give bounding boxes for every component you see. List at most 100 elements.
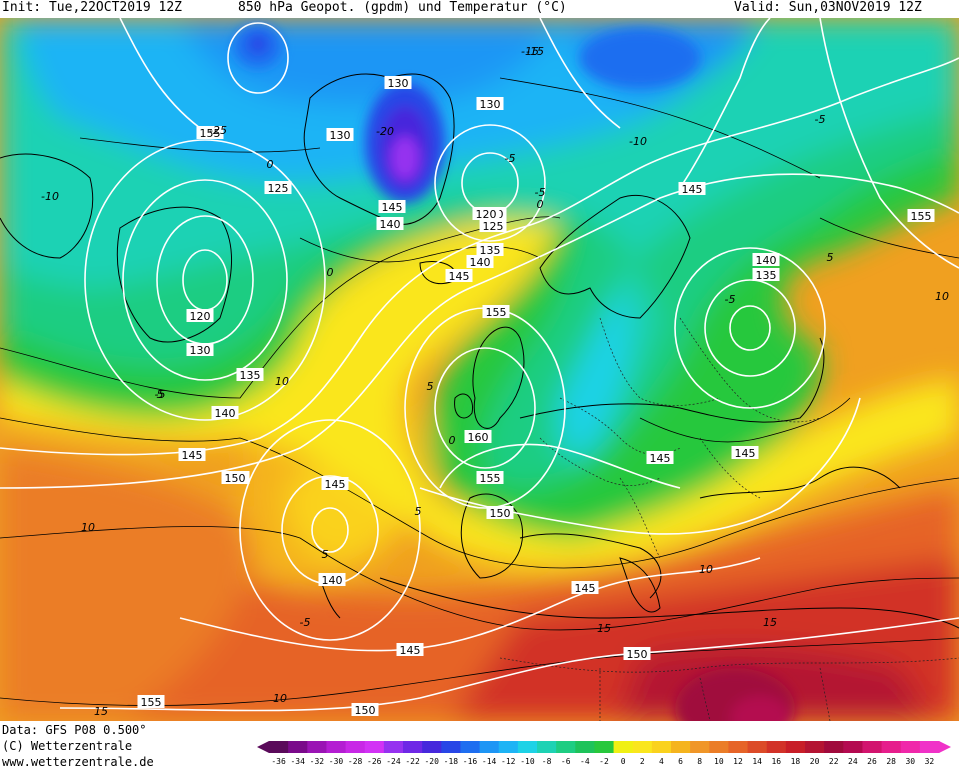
colorbar-tick-label: 4: [659, 757, 664, 766]
geopotential-label: 120: [472, 207, 500, 221]
colorbar-cell: [594, 741, 615, 753]
colorbar-tick-label: -34: [290, 757, 305, 766]
geopotential-label: 150: [623, 647, 651, 661]
colorbar-tick-label: -22: [405, 757, 420, 766]
coastlines: [0, 73, 959, 629]
geopotential-label-text: 130: [388, 77, 409, 90]
geopotential-label-text: 120: [476, 208, 497, 221]
temperature-shading: [0, 18, 959, 721]
temperature-label: -5: [815, 113, 826, 126]
colorbar-cell: [556, 741, 576, 753]
temperature-label: 5: [427, 380, 434, 393]
colorbar-cell: [881, 741, 902, 753]
geopotential-label: 145: [396, 643, 424, 657]
init-time-label: Init: Tue,22OCT2019 12Z: [2, 0, 183, 15]
colorbar-tick-label: -24: [386, 757, 401, 766]
temperature-label: -25: [209, 124, 227, 137]
colorbar-cell: [517, 741, 538, 753]
colorbar-tick-label: 10: [714, 757, 724, 766]
geopotential-label-text: 150: [490, 507, 511, 520]
cold-cores: [234, 24, 795, 721]
geopotential-label-text: 155: [200, 127, 221, 140]
colorbar-min-arrow: [257, 741, 269, 753]
geopotential-label: 155: [907, 209, 935, 223]
geopotential-label: 130: [384, 76, 412, 90]
geopotential-label: 130: [476, 97, 504, 111]
temperature-label: -5: [155, 388, 166, 401]
colorbar-cell: [269, 741, 289, 753]
colorbar-cell: [613, 741, 634, 753]
geopotential-label: 140: [752, 253, 780, 267]
colorbar-max-arrow: [939, 741, 951, 753]
geopotential-label-text: 130: [480, 98, 501, 111]
colorbar: -36 -34 -32 -30 -28 -26 -24 -22 -20 -18 -16 -14 -12-…: [257, 741, 951, 766]
colorbar-tick-label: 18: [791, 757, 801, 766]
geopotential-label-text: 130: [330, 129, 351, 142]
temperature-label: -15: [526, 45, 544, 58]
temperature-label: 15: [94, 705, 108, 718]
colorbar-tick-label: -6: [561, 757, 571, 766]
geopotential-label-text: 145: [325, 478, 346, 491]
geopotential-label-text: 145: [449, 270, 470, 283]
geopotential-label: 150: [486, 506, 514, 520]
geopotential-label-text: 150: [627, 648, 648, 661]
colorbar-cell: [824, 741, 844, 753]
temperature-label: 15: [597, 622, 611, 635]
colorbar-cell: [403, 741, 423, 753]
geopotential-label-text: 155: [486, 306, 507, 319]
colorbar-cell: [728, 741, 749, 753]
colorbar-tick-label: 20: [810, 757, 820, 766]
temperature-label: -5: [505, 152, 516, 165]
geopotential-label-text: 140: [470, 256, 491, 269]
temperature-label: 0: [537, 198, 544, 211]
geopotential-label-text: 145: [382, 201, 403, 214]
colorbar-tick-label: -10: [520, 757, 535, 766]
colorbar-tick-label: 8: [697, 757, 702, 766]
colorbar-tick-label: 28: [886, 757, 896, 766]
colorbar-cell: [537, 741, 557, 753]
geopotential-label: 145: [646, 451, 674, 465]
geopotential-label-text: 145: [575, 582, 596, 595]
colorbar-tick-label: 16: [771, 757, 781, 766]
map-title: 850 hPa Geopot. (gpdm) und Temperatur (°…: [238, 0, 567, 15]
geopotential-label: 145: [321, 477, 349, 491]
temperature-label: 10: [275, 375, 289, 388]
colorbar-cell: [441, 741, 461, 753]
temperature-label: -10: [629, 135, 647, 148]
colorbar-cell: [900, 741, 921, 753]
colorbar-tick-label: -14: [482, 757, 497, 766]
colorbar-tick-label: -4: [580, 757, 590, 766]
geopotential-label: 145: [378, 200, 406, 214]
colorbar-cell: [785, 741, 806, 753]
geopotential-label: 140: [211, 406, 239, 420]
geopotential-labels: 1201251301351401451501551201251301351401…: [137, 76, 935, 717]
temperature-label: 5: [322, 548, 329, 561]
geopotential-label-text: 140: [215, 407, 236, 420]
geopotential-label: 155: [476, 471, 504, 485]
colorbar-cell: [690, 741, 710, 753]
colorbar-cell: [919, 741, 940, 753]
temperature-label: 5: [827, 251, 834, 264]
geopotential-label-text: 140: [322, 574, 343, 587]
copyright-label: (C) Wetterzentrale: [2, 739, 133, 753]
geopotential-label-text: 125: [483, 220, 504, 233]
geopotential-label-text: 155: [141, 696, 162, 709]
colorbar-tick-label: 14: [752, 757, 762, 766]
geopotential-label-text: 155: [480, 472, 501, 485]
colorbar-tick-label: 26: [867, 757, 877, 766]
geopotential-label: 135: [236, 368, 264, 382]
colorbar-cell: [805, 741, 825, 753]
colorbar-tick-label: -26: [367, 757, 382, 766]
colorbar-tick-label: 2: [640, 757, 645, 766]
temperature-label: 10: [273, 692, 287, 705]
data-source-label: Data: GFS P08 0.500°: [2, 723, 147, 737]
colorbar-cell: [383, 741, 404, 753]
geopotential-label-text: 150: [225, 472, 246, 485]
colorbar-tick-label: 0: [621, 757, 626, 766]
geopotential-label: 145: [445, 269, 473, 283]
website-label: www.wetterzentrale.de: [2, 755, 154, 769]
geopotential-label: 155: [196, 126, 224, 140]
geopotential-label-text: 130: [190, 344, 211, 357]
colorbar-cell: [632, 741, 653, 753]
geopotential-label-text: 160: [468, 431, 489, 444]
